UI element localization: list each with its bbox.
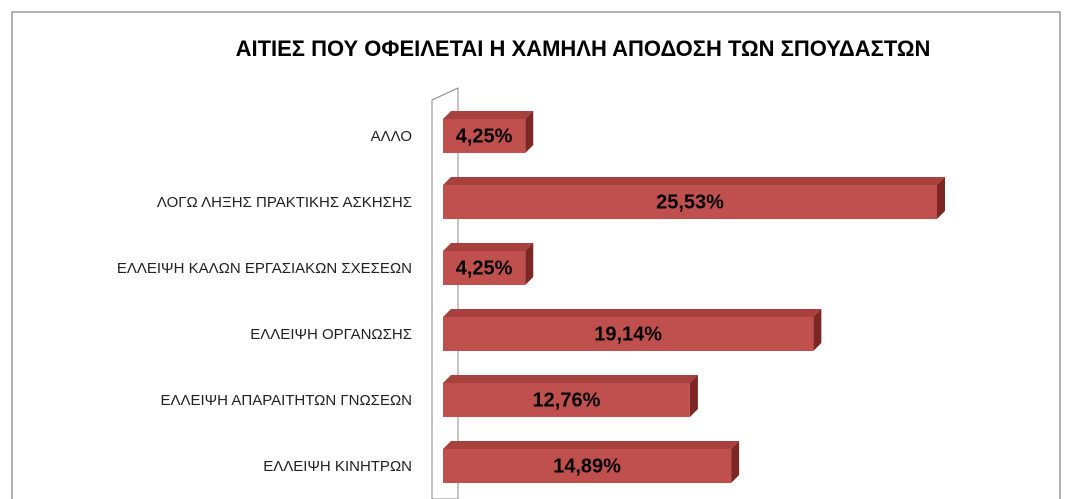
chart-title: ΑΙΤΙΕΣ ΠΟΥ ΟΦΕΙΛΕΤΑΙ Η ΧΑΜΗΛΗ ΑΠΟΔΟΣΗ ΤΩ… [235,36,931,61]
bar-top [443,243,534,251]
bar-front [443,185,937,219]
bar-side [525,243,534,285]
category-label: ΕΛΛΕΙΨΗ ΟΡΓΑΝΩΣΗΣ [60,304,412,364]
chart-frame [11,11,1061,499]
bar-top [443,111,534,119]
bar [443,441,740,483]
category-label: ΑΛΛΟ [60,106,412,166]
category-label: ΛΟΓΩ ΛΗΞΗΣ ΠΡΑΚΤΙΚΗΣ ΑΣΚΗΣΗΣ [60,172,412,232]
bar [443,309,822,351]
data-label: 19,14% [594,323,662,345]
bar [443,243,534,285]
category-text: ΑΛΛΟ [370,127,412,145]
category-text: ΕΛΛΕΙΨΗ ΟΡΓΑΝΩΣΗΣ [250,325,412,343]
bar-side [525,111,534,153]
bar-top [443,177,945,185]
bar [443,177,945,219]
bar-side [813,309,822,351]
category-text: ΕΛΛΕΙΨΗ ΚΙΝΗΤΡΩΝ [263,457,412,475]
data-label: 12,76% [533,389,601,411]
data-label: 4,25% [456,257,513,279]
bar-front [443,383,690,417]
bar-front [443,317,814,351]
category-label: ΕΛΛΕΙΨΗ ΚΙΝΗΤΡΩΝ [60,436,412,496]
bar-front [443,119,526,153]
data-label: 14,89% [553,455,621,477]
bar-top [443,375,698,383]
category-label: ΕΛΛΕΙΨΗ ΑΠΑΡΑΙΤΗΤΩΝ ΓΝΩΣΕΩΝ [60,370,412,430]
bar [443,111,534,153]
bar-side [689,375,698,417]
bar-front [443,449,732,483]
bar-side [731,441,740,483]
category-text: ΛΟΓΩ ΛΗΞΗΣ ΠΡΑΚΤΙΚΗΣ ΑΣΚΗΣΗΣ [156,193,412,211]
bar-side [937,177,945,219]
data-label: 25,53% [656,191,724,213]
bar-top [443,309,822,317]
data-label: 4,25% [456,125,513,147]
category-label: ΕΛΛΕΙΨΗ ΚΑΛΩΝ ΕΡΓΑΣΙΑΚΩΝ ΣΧΕΣΕΩΝ [60,238,412,298]
bar [443,375,698,417]
bar-top [443,441,740,449]
category-text: ΕΛΛΕΙΨΗ ΑΠΑΡΑΙΤΗΤΩΝ ΓΝΩΣΕΩΝ [160,391,412,409]
category-text: ΕΛΛΕΙΨΗ ΚΑΛΩΝ ΕΡΓΑΣΙΑΚΩΝ ΣΧΕΣΕΩΝ [116,259,412,277]
bar-front [443,251,526,285]
